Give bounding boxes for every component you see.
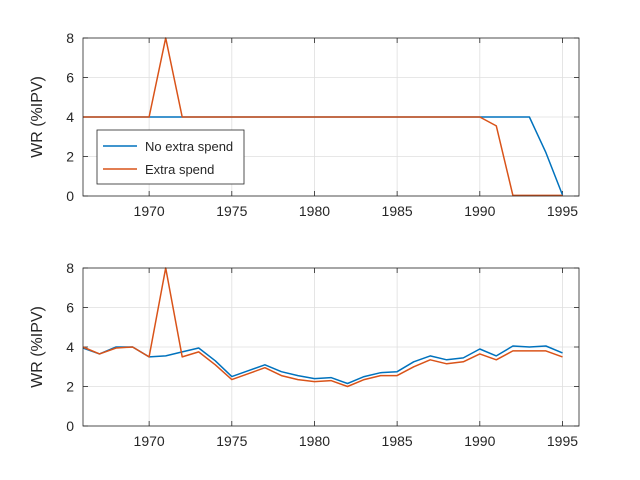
legend-label: No extra spend (145, 139, 233, 154)
x-tick-label: 1975 (216, 433, 247, 449)
y-tick-label: 8 (66, 260, 74, 276)
y-axis-label: WR (%IPV) (29, 76, 46, 158)
x-tick-label: 1995 (547, 203, 578, 219)
y-tick-label: 6 (66, 300, 74, 316)
axes-box (82, 267, 580, 427)
series-line-extra-spend (82, 267, 563, 388)
chart-1: 1970 1975 1980 1985 1990 1995 0 2 4 6 8 WR (%IPV) No… (29, 30, 580, 219)
x-tick-label: 1980 (299, 433, 330, 449)
x-tick-label: 1995 (547, 433, 578, 449)
series-line-extra-spend (83, 37, 563, 197)
y-tick-label: 2 (66, 149, 74, 165)
axes-box (82, 37, 580, 197)
x-tick-label: 1990 (464, 433, 495, 449)
y-tick-label: 4 (66, 109, 74, 125)
x-tick-label: 1985 (382, 203, 413, 219)
y-tick-label: 4 (66, 339, 74, 355)
x-tick-label: 1980 (299, 203, 330, 219)
x-tick-label: 1990 (464, 203, 495, 219)
x-tick-label: 1970 (134, 433, 165, 449)
y-axis-label: WR (%IPV) (29, 306, 46, 388)
legend: No extra spend Extra spend (96, 129, 245, 185)
y-tick-label: 2 (66, 379, 74, 395)
x-tick-label: 1975 (216, 203, 247, 219)
y-tick-label: 0 (66, 418, 74, 434)
x-tick-label: 1985 (382, 433, 413, 449)
series-line-no-extra-spend (82, 345, 563, 385)
legend-label: Extra spend (145, 162, 214, 177)
y-tick-label: 8 (66, 30, 74, 46)
y-tick-label: 0 (66, 188, 74, 204)
legend-box (96, 129, 245, 185)
chart-2: 1970 1975 1980 1985 1990 1995 0 2 4 6 8 WR (%IPV) (29, 260, 580, 449)
y-tick-label: 6 (66, 70, 74, 86)
x-tick-label: 1970 (134, 203, 165, 219)
